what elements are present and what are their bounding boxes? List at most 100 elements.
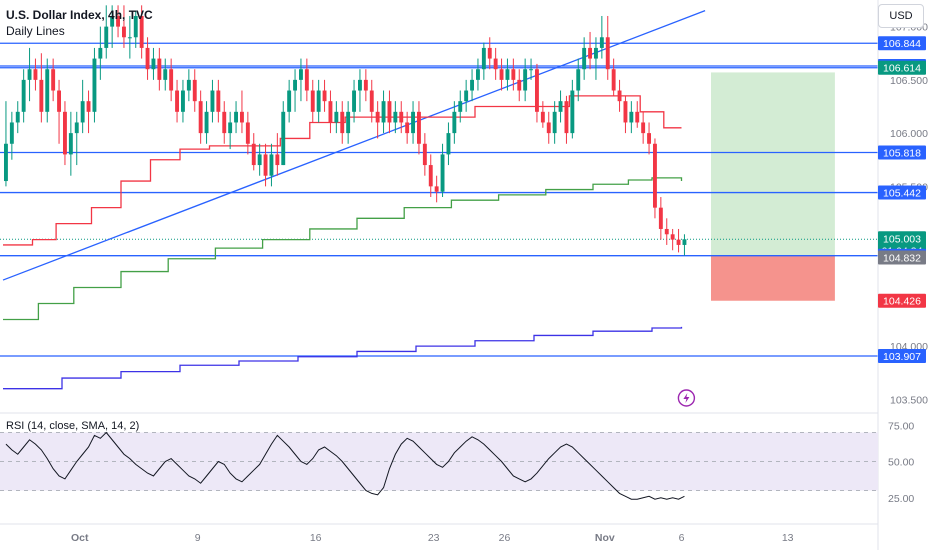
stop-zone (711, 255, 835, 301)
candle-body (245, 122, 250, 144)
candle-body (564, 101, 569, 134)
candle-body (635, 111, 640, 123)
candle-body (157, 58, 162, 80)
candle-body (476, 69, 480, 80)
price-tag (878, 60, 926, 75)
candle-body (181, 90, 185, 112)
candle-body (27, 69, 32, 80)
candle-body (310, 90, 315, 112)
candle-body (86, 101, 91, 112)
candle-body (304, 69, 309, 91)
x-tick-label: Oct (71, 532, 89, 544)
candle-body (263, 154, 268, 176)
candle-body (151, 58, 156, 70)
candle-body (269, 154, 274, 176)
candle-body (240, 111, 244, 123)
candle-body (576, 69, 581, 91)
candle-body (405, 122, 410, 134)
candle-body (387, 101, 392, 123)
candle-body (133, 15, 138, 38)
y-tick-label: 106.000 (890, 128, 928, 140)
x-tick-label: 6 (679, 532, 685, 544)
candle-body (186, 79, 191, 91)
candle-body (80, 101, 85, 123)
rsi-line (5, 431, 685, 500)
candle-body (257, 154, 262, 166)
candle-body (487, 47, 492, 59)
chart-title: U.S. Dollar Index, 4h, TVC (6, 8, 153, 22)
candle-body (658, 207, 663, 229)
candle-body (57, 90, 61, 112)
candle-body (641, 122, 646, 134)
candle-body (611, 69, 616, 91)
candle-body (74, 122, 79, 134)
candle-body (39, 79, 44, 112)
candle-body (682, 239, 687, 245)
candle-body (340, 111, 345, 134)
y-tick-label: 106.500 (890, 75, 928, 87)
currency-button[interactable]: USD (878, 4, 924, 28)
candle-body (104, 26, 109, 48)
candle-body (464, 90, 469, 102)
price-tag-label: 106.614 (883, 63, 921, 75)
candle-body (275, 154, 280, 166)
candle-body (68, 133, 73, 155)
candle-body (228, 122, 233, 134)
rsi-label: RSI (14, close, SMA, 14, 2) (6, 420, 140, 432)
candle-body (363, 79, 368, 91)
x-tick-label: 9 (195, 532, 201, 544)
x-tick-label: 16 (310, 532, 322, 544)
candle-body (145, 47, 150, 70)
candle-body (369, 90, 374, 112)
candle-body (163, 69, 168, 80)
candle-body (411, 111, 415, 134)
candle-body (328, 101, 333, 123)
price-tag (878, 250, 926, 265)
candle-body (399, 111, 404, 123)
candle-body (523, 69, 528, 91)
candle-body (322, 90, 327, 102)
candle-body (92, 58, 97, 112)
candle-body (192, 79, 197, 102)
candle-body (558, 101, 563, 112)
price-tag-label: 104.832 (883, 253, 921, 265)
trendline (2, 10, 706, 281)
candle-body (481, 47, 486, 70)
candle-body (234, 111, 238, 123)
candle-body (21, 79, 26, 112)
candle-body (316, 90, 321, 112)
candle-body (653, 143, 657, 208)
candle-body (293, 79, 297, 91)
candle-body (664, 228, 669, 235)
candle-body (428, 165, 433, 187)
candle-body (517, 79, 522, 91)
candle-body (540, 111, 545, 123)
x-tick-label: 13 (782, 532, 794, 544)
candle-body (599, 37, 604, 48)
moving-average-line (3, 95, 682, 246)
candle-body (251, 143, 256, 166)
candle-body (122, 26, 126, 38)
candle-body (605, 37, 610, 70)
candle-body (45, 69, 50, 112)
candle-body (299, 69, 303, 80)
candle-body (346, 111, 351, 134)
candle-body (216, 90, 221, 112)
candle-body (4, 143, 8, 182)
candle-body (446, 133, 451, 155)
candle-body (617, 90, 622, 102)
candle-body (570, 90, 575, 134)
price-tag-label: 106.844 (883, 38, 921, 50)
candle-body (15, 111, 20, 123)
candle-body (110, 15, 115, 27)
candle-body (63, 111, 67, 155)
candle-body (417, 111, 421, 144)
price-tag (878, 145, 926, 160)
candle-body (594, 47, 598, 59)
candle-body (535, 69, 539, 112)
x-tick-label: Nov (595, 532, 615, 544)
x-tick-label: 26 (499, 532, 511, 544)
candle-body (505, 69, 510, 80)
candle-body (352, 90, 356, 112)
price-tag-label: 105.003 (883, 233, 921, 245)
